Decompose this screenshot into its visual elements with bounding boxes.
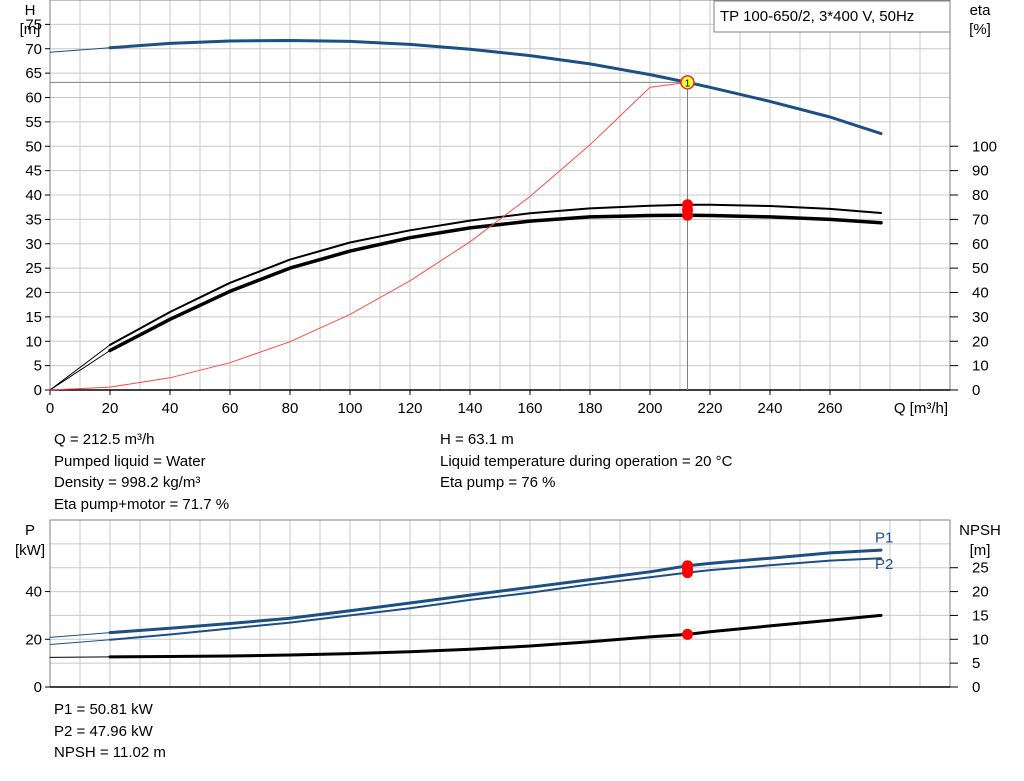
series-line-4: [108, 213, 883, 353]
x-tick-label: 240: [757, 400, 782, 417]
y-left-tick-label: 15: [25, 309, 42, 326]
legend-box: [713, 0, 951, 33]
y-right-tick-label: 100: [972, 138, 997, 155]
y-right-tick-label: 5: [972, 655, 980, 672]
y-left-tick-label: 60: [25, 90, 42, 107]
y-left-tick-label: 45: [25, 163, 42, 180]
duty-point-marker: [682, 209, 693, 221]
series-line-3: [49, 632, 111, 638]
x-tick-label: 260: [817, 400, 842, 417]
x-tick-label: 20: [102, 400, 119, 417]
legend-box-text: TP 100-650/2, 3*400 V, 50Hz: [720, 8, 914, 25]
operating-point-marker: [680, 75, 695, 90]
y-left-tick-label: 10: [25, 333, 42, 350]
y-axis-right-unit: [m]: [970, 542, 991, 559]
x-tick-label: 200: [637, 400, 662, 417]
x-axis-title: Q [m³/h]: [894, 400, 948, 417]
y-left-tick-label: 5: [34, 358, 42, 375]
y-right-tick-label: 30: [972, 309, 989, 326]
y-right-tick-label: 90: [972, 163, 989, 180]
chart-panel-2: [45, 519, 958, 688]
y-left-tick-label: 30: [25, 236, 42, 253]
y-right-tick-label: 70: [972, 211, 989, 228]
y-right-tick-label: 80: [972, 187, 989, 204]
series-line-p2: [109, 557, 882, 641]
y-axis-left-title: P: [25, 522, 35, 539]
x-tick-label: 40: [162, 400, 179, 417]
x-tick-label: 140: [457, 400, 482, 417]
y-right-tick-label: 40: [972, 285, 989, 302]
operating-point-info-col2: H = 63.1 m Liquid temperature during ope…: [440, 429, 732, 494]
y-left-tick-label: 55: [25, 114, 42, 131]
x-tick-label: 60: [222, 400, 239, 417]
y-right-tick-label: 10: [972, 631, 989, 648]
chart-panel-1: [45, 0, 958, 395]
duty-point-marker: [682, 567, 693, 579]
y-left-tick-label: 0: [34, 679, 42, 696]
x-tick-label: 160: [517, 400, 542, 417]
x-tick-label: 100: [337, 400, 362, 417]
y-axis-right-unit: [%]: [969, 21, 991, 38]
x-tick-label: 120: [397, 400, 422, 417]
operating-point-info-col1: Q = 212.5 m³/h Pumped liquid = Water Den…: [54, 429, 229, 515]
y-right-tick-label: 0: [972, 382, 980, 399]
eta-pump-motor: Eta pump+motor = 71.7 %: [54, 495, 230, 513]
y-left-tick-label: 65: [25, 65, 42, 82]
y-right-tick-label: 20: [972, 584, 989, 601]
p2-value: P2 = 47.96 kW: [54, 722, 153, 740]
q-value: Q = 212.5 m³/h: [54, 431, 155, 448]
y-left-tick-label: 25: [25, 260, 42, 277]
p1-value: P1 = 50.81 kW: [54, 701, 153, 718]
series-line-2: [49, 47, 111, 53]
y-axis-left-unit: [m]: [20, 21, 41, 38]
operating-point-label: 1: [685, 78, 691, 89]
y-right-tick-label: 50: [972, 260, 989, 277]
series-line-p1: [108, 548, 883, 635]
series-line-3: [109, 203, 882, 346]
series-line-4: [49, 639, 111, 645]
series-line-5: [49, 344, 111, 391]
x-tick-label: 0: [46, 400, 54, 417]
y-left-tick-label: 0: [34, 382, 42, 399]
series-line-5: [108, 613, 883, 659]
y-right-tick-label: 25: [972, 560, 989, 577]
y-right-tick-label: 10: [972, 358, 989, 375]
series-line-6: [49, 656, 111, 658]
y-right-tick-label: 60: [972, 236, 989, 253]
x-tick-label: 220: [697, 400, 722, 417]
liquid-temperature: Liquid temperature during operation = 20…: [440, 452, 733, 470]
curve-label-p2: P2: [875, 556, 893, 573]
y-axis-right-title: eta: [970, 2, 992, 19]
y-axis-left-unit: [kW]: [15, 542, 45, 559]
curve-label-p1: P1: [875, 530, 893, 547]
series-line-1: [108, 39, 883, 136]
series-line-7: [49, 81, 688, 391]
y-axis-right-title: NPSH: [959, 522, 1001, 539]
y-left-tick-label: 20: [25, 631, 42, 648]
pumped-liquid: Pumped liquid = Water: [54, 452, 206, 470]
h-value: H = 63.1 m: [440, 431, 514, 448]
y-left-tick-label: 40: [25, 584, 42, 601]
x-tick-label: 80: [282, 400, 299, 417]
density-value: Density = 998.2 kg/m³: [54, 474, 201, 491]
y-left-tick-label: 40: [25, 187, 42, 204]
series-line-6: [49, 350, 111, 391]
y-left-tick-label: 20: [25, 285, 42, 302]
y-right-tick-label: 15: [972, 607, 989, 624]
eta-pump: Eta pump = 76 %: [440, 474, 556, 491]
y-left-tick-label: 50: [25, 138, 42, 155]
npsh-value: NPSH = 11.02 m: [54, 744, 166, 761]
y-left-tick-label: 75: [25, 16, 42, 33]
y-right-tick-label: 0: [972, 679, 980, 696]
power-info: P1 = 50.81 kW P2 = 47.96 kW NPSH = 11.02…: [54, 699, 166, 764]
y-axis-left-title: H: [25, 2, 36, 19]
y-left-tick-label: 70: [25, 41, 42, 58]
y-right-tick-label: 20: [972, 333, 989, 350]
y-left-tick-label: 35: [25, 211, 42, 228]
x-tick-label: 180: [577, 400, 602, 417]
duty-point-marker: [682, 628, 693, 640]
